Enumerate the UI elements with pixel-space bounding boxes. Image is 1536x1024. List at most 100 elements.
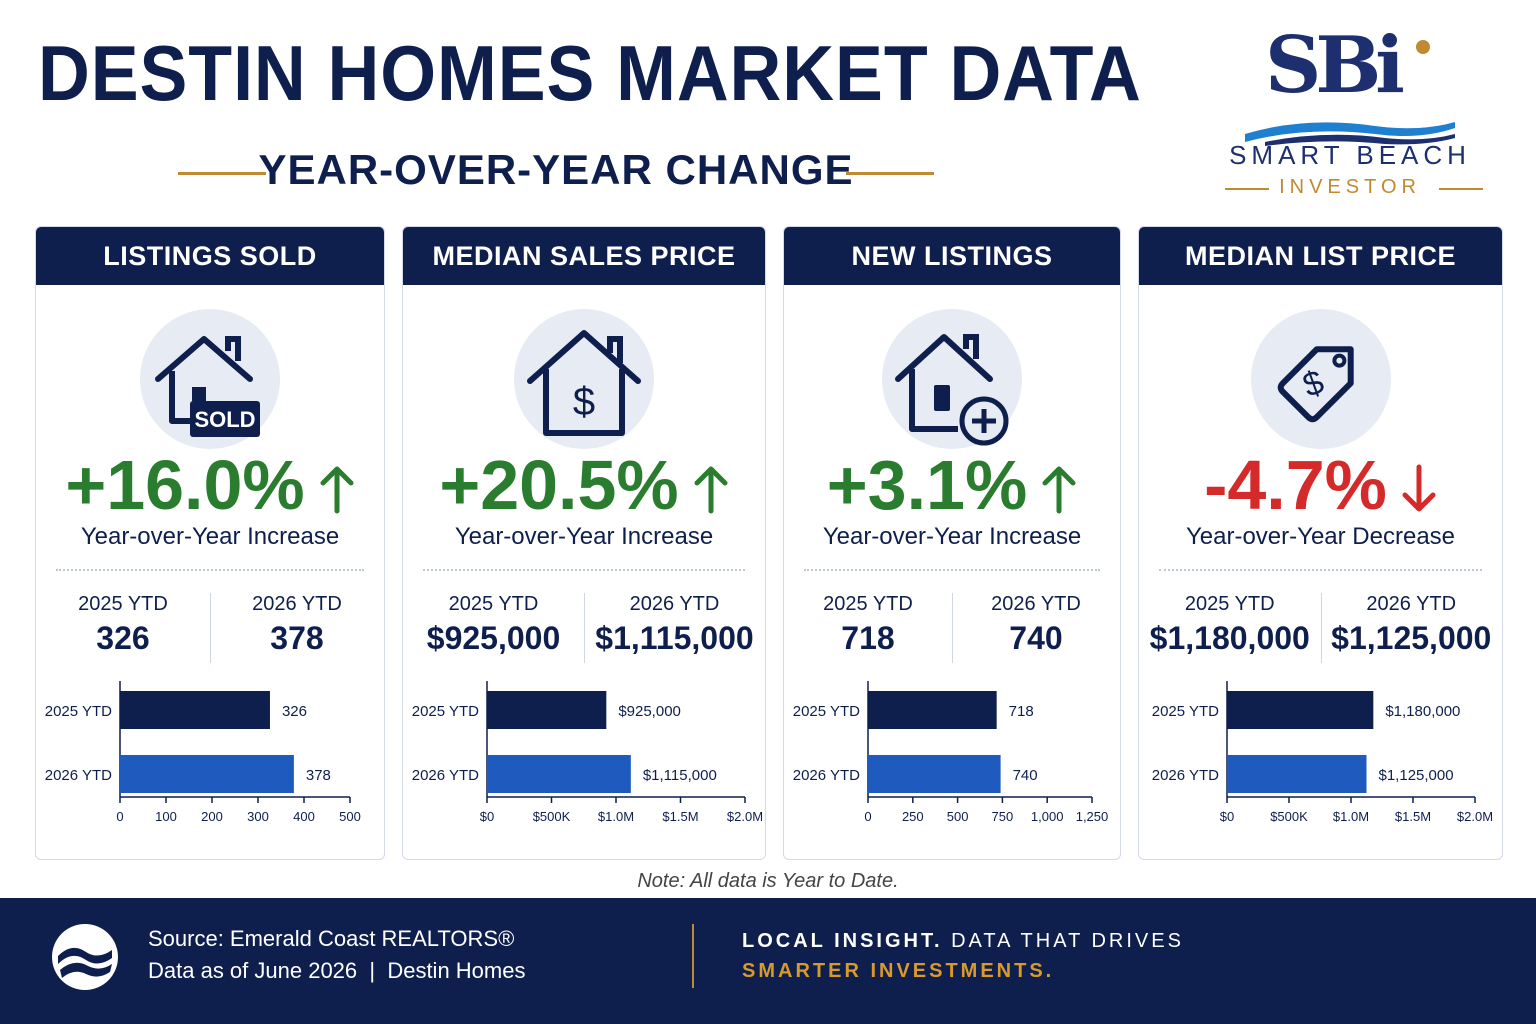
card-median-sales-price: MEDIAN SALES PRICE $ +20.5% Year-over-Ye…: [402, 226, 766, 860]
arrow-up-icon: [1041, 451, 1077, 531]
logo-dot: [1416, 40, 1430, 54]
ytd-2026-label: 2026 YTD: [1366, 593, 1457, 615]
dotted-divider: [56, 569, 364, 571]
ytd-2025: 2025 YTD 326: [36, 593, 210, 657]
bar-value-label: $1,125,000: [1379, 767, 1454, 784]
ytd-2026-value: 378: [270, 620, 324, 656]
category-label: 2026 YTD: [793, 767, 860, 784]
category-label: 2025 YTD: [793, 703, 860, 720]
house-dollar-icon: $: [514, 309, 654, 449]
x-tick-label: 100: [155, 809, 177, 824]
bar: [1227, 755, 1367, 793]
x-tick-label: $1.0M: [598, 809, 634, 824]
card-listings-sold: LISTINGS SOLD SOLD +16.0% Year-over-Year…: [35, 226, 385, 860]
subtitle-block: YEAR-OVER-YEAR CHANGE: [178, 146, 934, 202]
ytd-2025-label: 2025 YTD: [823, 593, 913, 615]
subtitle-rule-right: [846, 172, 934, 175]
tagline-rest: DATA THAT DRIVES: [942, 930, 1184, 952]
bar-chart: 2025 YTD $925,000 2026 YTD $1,115,000 $0 $500…: [403, 675, 765, 845]
bar: [487, 755, 631, 793]
logo-subname: INVESTOR: [1279, 176, 1421, 198]
subtitle-rule-left: [178, 172, 266, 175]
footer-source: Source: Emerald Coast REALTORS®: [148, 926, 515, 951]
ytd-2026: 2026 YTD $1,115,000: [584, 593, 765, 657]
card-title: NEW LISTINGS: [784, 227, 1120, 285]
bar-value-label: 378: [306, 767, 331, 784]
wave-logo-icon: [52, 924, 118, 990]
bar: [120, 755, 294, 793]
card-title: MEDIAN SALES PRICE: [403, 227, 765, 285]
x-tick-label: $500K: [533, 809, 571, 824]
change-label: Year-over-Year Increase: [80, 523, 340, 550]
ytd-divider: [1320, 593, 1322, 663]
ytd-2025: 2025 YTD $925,000: [403, 593, 584, 657]
x-tick-label: $2.0M: [727, 809, 763, 824]
bar: [1227, 691, 1374, 729]
category-label: 2026 YTD: [45, 767, 112, 784]
ytd-divider: [210, 593, 211, 663]
svg-text:$: $: [573, 380, 595, 424]
ytd-2025: 2025 YTD $1,180,000: [1139, 593, 1321, 657]
ytd-divider: [584, 593, 585, 663]
logo-sub-rule-left: [1225, 188, 1269, 190]
x-tick-label: 200: [201, 809, 223, 824]
change-value: +16.0%: [65, 446, 305, 524]
logo-mark: SBi: [1265, 20, 1405, 111]
x-tick-label: 500: [339, 809, 361, 824]
x-tick-label: $2.0M: [1457, 809, 1493, 824]
change-label: Year-over-Year Increase: [822, 523, 1082, 550]
arrow-up-icon: [319, 451, 355, 531]
x-tick-label: $0: [480, 809, 494, 824]
category-label: 2025 YTD: [1152, 703, 1219, 720]
dotted-divider: [423, 569, 745, 571]
change-percent: +20.5%: [403, 445, 765, 531]
ytd-2025-value: $925,000: [426, 620, 561, 656]
footer-tagline-2: SMARTER INVESTMENTS.: [742, 960, 1055, 982]
bar-value-label: 718: [1009, 703, 1034, 720]
x-tick-label: 0: [864, 809, 871, 824]
bar-value-label: $1,180,000: [1385, 703, 1460, 720]
change-percent: +16.0%: [36, 445, 384, 531]
ytd-2025-value: 718: [841, 620, 895, 656]
footer-date: Data as of June 2026 | Destin Homes: [148, 958, 526, 983]
x-tick-label: 300: [247, 809, 269, 824]
footer-divider: [692, 924, 694, 988]
bar-value-label: $925,000: [618, 703, 681, 720]
ytd-2025-label: 2025 YTD: [1184, 593, 1275, 615]
bar: [868, 691, 997, 729]
bar-value-label: 326: [282, 703, 307, 720]
price-tag-icon: $: [1250, 309, 1391, 449]
ytd-2026: 2026 YTD 378: [210, 593, 384, 657]
dotted-divider: [1159, 569, 1482, 571]
x-tick-label: $1.5M: [1395, 809, 1431, 824]
ytd-2025-value: 326: [96, 620, 150, 656]
change-percent: +3.1%: [784, 445, 1120, 531]
house-plus-icon: [882, 309, 1022, 449]
logo-name: SMART BEACH: [1229, 140, 1471, 170]
bar: [868, 755, 1001, 793]
footnote: Note: All data is Year to Date.: [637, 870, 899, 892]
x-tick-label: 0: [116, 809, 123, 824]
bar-chart: 2025 YTD $1,180,000 2026 YTD $1,125,000 $0 $5…: [1139, 675, 1502, 845]
ytd-2026-value: $1,125,000: [1331, 620, 1492, 656]
card-title: MEDIAN LIST PRICE: [1139, 227, 1502, 285]
x-tick-label: 400: [293, 809, 315, 824]
bar-chart: 2025 YTD 718 2026 YTD 740 0 250 500 750 1,000 1,2…: [784, 675, 1120, 845]
category-label: 2025 YTD: [45, 703, 112, 720]
ytd-2026-value: $1,115,000: [595, 620, 754, 656]
ytd-2025-label: 2025 YTD: [78, 593, 168, 615]
x-tick-label: $1.0M: [1333, 809, 1369, 824]
bar-value-label: 740: [1013, 767, 1038, 784]
wave-icon: [1245, 122, 1455, 146]
card-title: LISTINGS SOLD: [36, 227, 384, 285]
bar: [120, 691, 270, 729]
change-label: Year-over-Year Decrease: [1185, 523, 1456, 550]
x-tick-label: 1,000: [1031, 809, 1064, 824]
category-label: 2026 YTD: [1152, 767, 1219, 784]
logo-sub-rule-right: [1439, 188, 1483, 190]
ytd-2025-value: $1,180,000: [1149, 620, 1310, 656]
change-value: -4.7%: [1204, 446, 1387, 524]
page-title: DESTIN HOMES MARKET DATA: [38, 29, 1142, 117]
dotted-divider: [804, 569, 1100, 571]
change-value: +20.5%: [439, 446, 679, 524]
